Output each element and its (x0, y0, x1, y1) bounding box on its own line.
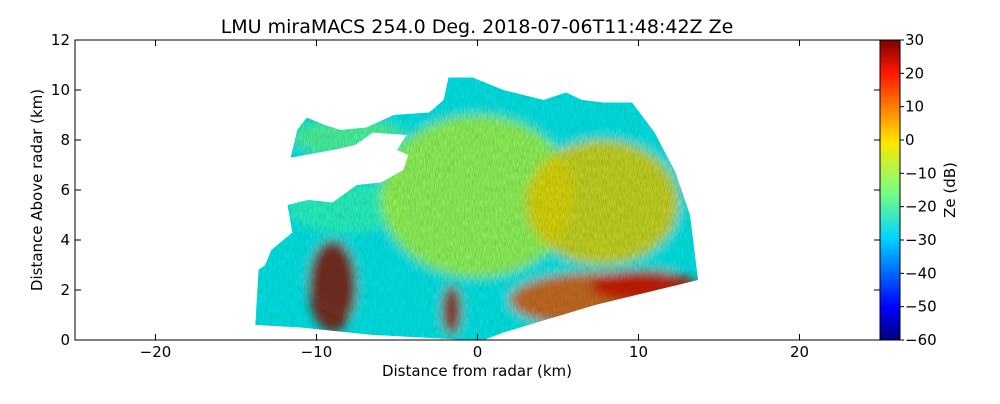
x-tick-label: −20 (140, 343, 172, 361)
colorbar-tick-label: −10 (905, 164, 937, 182)
y-tick-label: 4 (60, 231, 70, 249)
colorbar-label: Ze (dB) (941, 162, 959, 218)
colorbar-tick-label: 20 (905, 64, 924, 82)
colorbar-gradient (879, 39, 901, 341)
y-tick-label: 2 (60, 281, 70, 299)
colorbar-tick-label: −30 (905, 231, 937, 249)
colorbar-tick-label: −50 (905, 298, 937, 316)
colorbar-tick-label: 30 (905, 31, 924, 49)
colorbar-tick-label: −20 (905, 198, 937, 216)
texture-overlay (255, 77, 699, 340)
reflectivity-field (255, 77, 699, 340)
y-axis-ticks: 0 2 4 6 8 10 12 (51, 31, 880, 349)
y-tick-label: 10 (51, 81, 70, 99)
colorbar: 30 20 10 0 −10 −20 −30 −40 −50 −60 Ze (dB) (879, 31, 959, 349)
colorbar-tick-label: −60 (905, 331, 937, 349)
y-tick-label: 12 (51, 31, 70, 49)
x-axis-ticks: −20 −10 0 10 20 (140, 40, 809, 361)
x-tick-label: −10 (301, 343, 333, 361)
x-tick-label: 10 (629, 343, 648, 361)
chart-title: LMU miraMACS 254.0 Deg. 2018-07-06T11:48… (221, 16, 734, 38)
colorbar-tick-label: −40 (905, 264, 937, 282)
x-axis-label: Distance from radar (km) (382, 362, 572, 380)
x-tick-label: 20 (790, 343, 809, 361)
colorbar-tick-label: 10 (905, 98, 924, 116)
x-tick-label: 0 (473, 343, 483, 361)
colorbar-tick-label: 0 (905, 131, 915, 149)
y-tick-label: 0 (60, 331, 70, 349)
y-tick-label: 8 (60, 131, 70, 149)
y-tick-label: 6 (60, 181, 70, 199)
y-axis-label: Distance Above radar (km) (28, 89, 46, 291)
plot-area (255, 77, 699, 340)
